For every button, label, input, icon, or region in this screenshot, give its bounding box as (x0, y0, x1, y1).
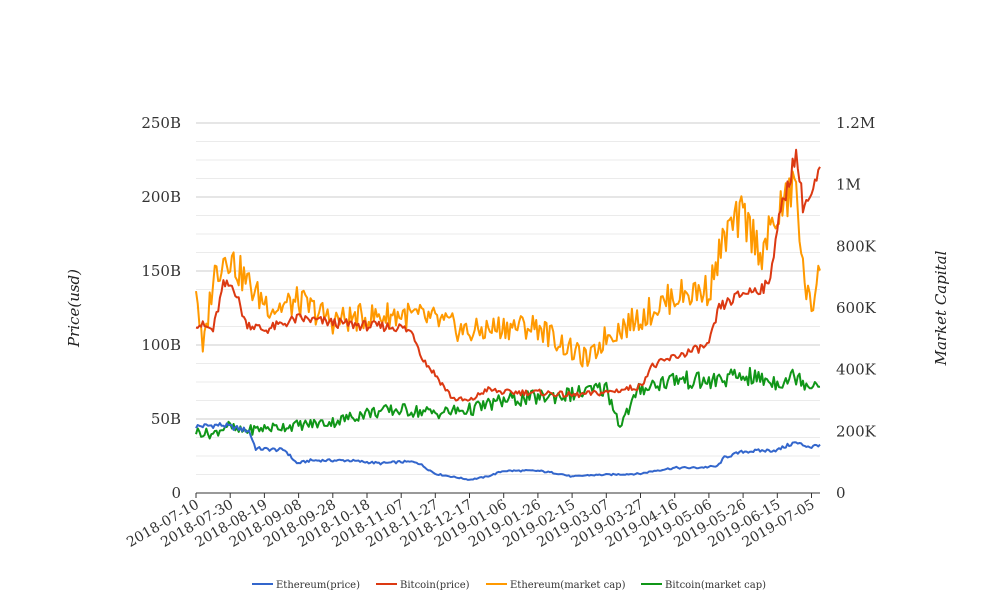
y-right-tick-label: 1.2M (836, 114, 875, 132)
series-line (195, 422, 821, 481)
y-right-tick-label: 1M (836, 176, 861, 194)
legend: Ethereum(price) Bitcoin(price) Ethereum(ma… (252, 580, 766, 591)
series-layer (195, 148, 821, 481)
legend-label: Bitcoin(price) (400, 580, 470, 591)
y-axis-right-ticks: 0 200K 400K 600K 800K 1M 1.2M (836, 114, 877, 502)
y-axis-left-ticks: 0 50B 100B 150B 200B 250B (141, 114, 181, 502)
series-line (195, 148, 821, 402)
y-left-tick-label: 200B (141, 188, 181, 206)
y-left-tick-label: 50B (151, 410, 181, 428)
y-right-tick-label: 200K (836, 422, 877, 440)
y-axis-left-title: Price(usd) (65, 269, 83, 348)
series-line (195, 170, 821, 368)
y-right-tick-label: 600K (836, 299, 877, 317)
x-axis-ticks: 2018-07-102018-07-302018-08-192018-09-08… (124, 493, 818, 551)
y-left-tick-label: 100B (141, 336, 181, 354)
y-left-tick-label: 250B (141, 114, 181, 132)
legend-label: Ethereum(price) (276, 580, 360, 591)
y-left-tick-label: 0 (171, 484, 181, 502)
y-right-tick-label: 800K (836, 237, 877, 255)
y-axis-right-title: Market Capital (932, 250, 950, 366)
series-line (195, 366, 821, 440)
legend-label: Bitcoin(market cap) (665, 580, 766, 591)
y-left-tick-label: 150B (141, 262, 181, 280)
legend-label: Ethereum(market cap) (510, 580, 626, 591)
y-right-tick-label: 400K (836, 361, 877, 379)
grid-lines (196, 122, 820, 475)
y-right-tick-label: 0 (836, 484, 846, 502)
